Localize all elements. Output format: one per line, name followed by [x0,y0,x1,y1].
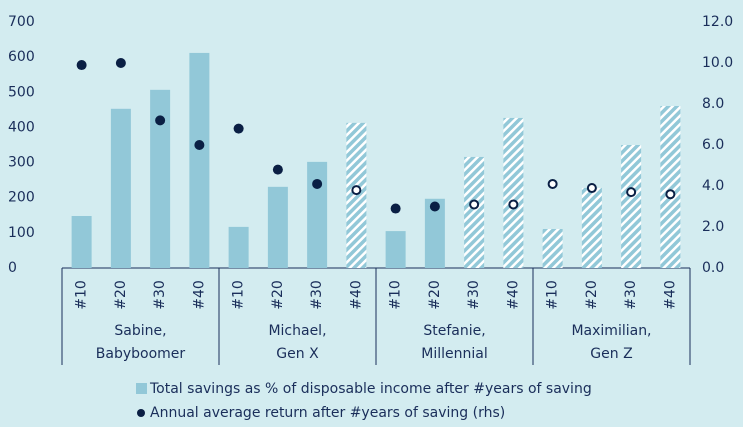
y-tick-label: 200 [8,190,35,206]
dot [469,199,480,210]
dot [547,178,558,189]
dot [508,199,519,210]
dot [194,140,205,150]
y2-tick-label: 2.0 [702,219,724,235]
bar [71,215,92,268]
x-tick-label: #20 [427,280,443,310]
dot [312,178,323,189]
group-label: Millennial [421,346,487,362]
x-tick-label: #30 [623,280,639,310]
x-tick-label: #10 [231,280,247,310]
y-tick-label: 400 [8,119,35,135]
group-label: Michael, [268,323,326,339]
dot [272,164,283,175]
y2-tick-label: 6.0 [702,137,724,153]
dot [665,189,676,200]
x-tick-label: #30 [466,280,482,310]
bar [267,186,288,268]
legend-label: Annual average return after #years of sa… [150,405,505,421]
x-tick-label: #20 [584,280,600,310]
x-tick-label: #30 [309,280,325,310]
y-tick-label: 600 [8,49,35,65]
dot [233,123,244,134]
x-tick-label: #20 [113,280,129,310]
bar [542,228,563,268]
bar [150,89,171,268]
y-tick-label: 0 [8,260,17,276]
dot [626,187,637,198]
y-tick-label: 100 [8,225,35,241]
x-tick-label: #10 [545,280,561,310]
dot [115,58,126,68]
x-tick-label: #30 [152,280,168,310]
bar [464,156,485,268]
x-tick-label: #10 [388,280,404,310]
bar [228,226,249,268]
dot [429,201,440,212]
group-label: Maximilian, [571,323,651,339]
x-tick-label: #40 [191,280,207,310]
bar [503,117,524,268]
bar [660,105,681,269]
y2-tick-label: 10.0 [702,55,733,71]
dot [390,203,401,214]
group-label: Gen X [276,346,319,362]
group-label: Stefanie, [423,323,485,339]
x-tick-label: #40 [662,280,678,310]
group-label: Sabine, [114,323,166,339]
bar [581,187,602,268]
y2-tick-label: 8.0 [702,96,724,112]
legend-swatch [136,383,147,394]
bar [110,108,131,268]
bar [189,52,210,268]
dot [586,183,597,194]
bar [346,122,367,268]
dot [76,60,87,71]
legend-label: Total savings as % of disposable income … [149,381,592,397]
x-tick-label: #40 [348,280,364,310]
x-tick-label: #20 [270,280,286,310]
y-tick-label: 700 [8,14,35,30]
dot [351,185,362,196]
y2-tick-label: 4.0 [702,178,724,194]
legend-swatch [137,409,145,417]
y2-tick-label: 0.0 [702,260,724,276]
bar [621,145,642,268]
x-tick-label: #10 [74,280,90,310]
group-label: Gen Z [590,346,632,362]
y2-tick-label: 12.0 [702,14,733,30]
y-tick-label: 300 [8,155,35,171]
group-label: Babyboomer [96,346,186,362]
bar [307,161,328,268]
bar [424,198,445,268]
dot [155,115,166,126]
bar [385,231,406,268]
x-tick-label: #40 [505,280,521,310]
y-tick-label: 500 [8,84,35,100]
